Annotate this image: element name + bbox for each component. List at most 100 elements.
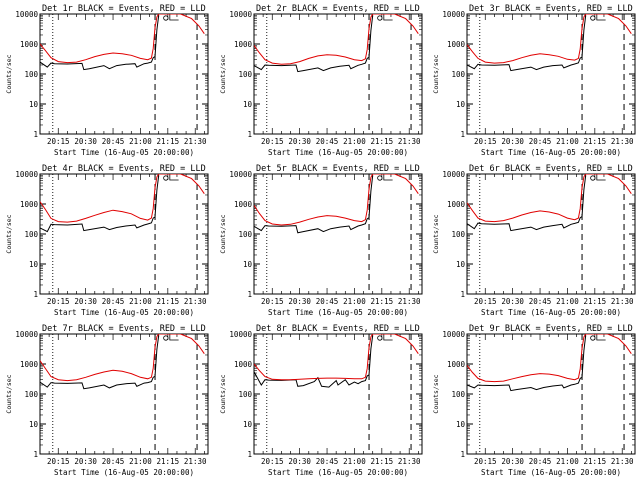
plot-frame	[253, 333, 423, 455]
x-tick-label: 21:30	[184, 297, 207, 306]
x-axis-label: Start Time (16-Aug-05 20:00:00)	[268, 308, 408, 317]
gap-start-marker	[377, 175, 383, 181]
panel-title: Det 8r BLACK = Events, RED = LLD	[256, 324, 420, 334]
plot-frame	[253, 13, 423, 135]
y-tick-label: 1	[247, 450, 252, 459]
y-tick-label: 1	[33, 290, 38, 299]
x-tick-label: 21:30	[398, 457, 421, 466]
y-tick-label: 10000	[442, 170, 465, 179]
gap-start-marker	[163, 335, 169, 341]
x-tick-label: 21:30	[611, 457, 634, 466]
y-tick-label: 100	[238, 390, 252, 399]
y-tick-label: 10	[456, 260, 466, 269]
events-series-line	[254, 175, 374, 234]
x-tick-label: 21:00	[129, 137, 152, 146]
x-tick-label: 21:00	[556, 297, 579, 306]
y-axis-label: Counts/sec	[219, 214, 227, 253]
x-tick-label: 20:45	[529, 137, 552, 146]
lld-series-line	[254, 174, 419, 226]
x-tick-label: 20:30	[74, 297, 97, 306]
y-tick-label: 10	[243, 260, 253, 269]
y-tick-label: 10000	[15, 10, 38, 19]
y-tick-label: 10	[243, 420, 253, 429]
y-tick-label: 100	[451, 230, 465, 239]
x-tick-label: 20:15	[474, 297, 497, 306]
panel-title: Det 7r BLACK = Events, RED = LLD	[42, 324, 206, 334]
x-tick-label: 20:30	[501, 457, 524, 466]
panel-title: Det 1r BLACK = Events, RED = LLD	[42, 4, 206, 14]
x-tick-label: 20:15	[261, 297, 284, 306]
x-tick-label: 21:30	[398, 137, 421, 146]
detector-panel: Det 1r BLACK = Events, RED = LLD Counts/s…	[5, 4, 209, 157]
gap-bracket	[596, 174, 606, 181]
x-tick-label: 21:15	[157, 137, 180, 146]
detector-panel: Det 3r BLACK = Events, RED = LLD Counts/s…	[432, 4, 636, 157]
gap-bracket	[596, 334, 606, 341]
x-tick-label: 21:15	[584, 297, 607, 306]
x-tick-label: 21:00	[343, 457, 366, 466]
gap-bracket	[383, 14, 393, 21]
x-tick-label: 20:45	[102, 457, 125, 466]
x-tick-label: 20:45	[316, 297, 339, 306]
x-tick-label: 20:30	[288, 137, 311, 146]
series-group	[40, 334, 205, 390]
detector-panel: Det 6r BLACK = Events, RED = LLD Counts/s…	[432, 164, 636, 317]
x-axis-label: Start Time (16-Aug-05 20:00:00)	[54, 148, 194, 157]
x-tick-label: 21:30	[611, 297, 634, 306]
x-tick-label: 20:30	[501, 137, 524, 146]
x-tick-label: 21:15	[584, 137, 607, 146]
y-axis-label: Counts/sec	[5, 214, 13, 253]
y-tick-label: 10	[243, 100, 253, 109]
panel-title: Det 5r BLACK = Events, RED = LLD	[256, 164, 420, 174]
y-tick-label: 1000	[447, 360, 466, 369]
x-tick-label: 20:45	[102, 297, 125, 306]
plot-frame	[466, 173, 636, 295]
plot-frame	[466, 13, 636, 135]
x-tick-label: 20:30	[288, 297, 311, 306]
y-tick-label: 1000	[20, 200, 39, 209]
y-tick-label: 10000	[15, 330, 38, 339]
gap-start-marker	[590, 175, 596, 181]
plot-frame	[39, 333, 209, 455]
x-axis-label: Start Time (16-Aug-05 20:00:00)	[481, 308, 621, 317]
y-tick-label: 100	[24, 390, 38, 399]
detector-panel: Det 2r BLACK = Events, RED = LLD Counts/s…	[219, 4, 423, 157]
lld-series-line	[467, 174, 632, 223]
y-tick-label: 100	[24, 230, 38, 239]
x-tick-label: 20:15	[47, 297, 70, 306]
y-tick-label: 1000	[234, 200, 253, 209]
events-series-line	[467, 15, 587, 72]
y-axis-label: Counts/sec	[5, 54, 13, 93]
y-tick-label: 10	[456, 100, 466, 109]
plot-frame	[39, 173, 209, 295]
x-tick-label: 20:45	[102, 137, 125, 146]
x-tick-label: 20:15	[474, 137, 497, 146]
y-tick-label: 100	[238, 230, 252, 239]
events-series-line	[254, 15, 374, 73]
x-tick-label: 20:45	[316, 137, 339, 146]
gap-start-marker	[590, 335, 596, 341]
x-axis-label: Start Time (16-Aug-05 20:00:00)	[54, 308, 194, 317]
x-tick-label: 21:30	[398, 297, 421, 306]
x-tick-label: 21:15	[371, 297, 394, 306]
x-tick-label: 21:15	[371, 457, 394, 466]
gap-start-marker	[377, 15, 383, 21]
series-group	[254, 334, 419, 388]
y-axis-label: Counts/sec	[219, 374, 227, 413]
panel-title: Det 3r BLACK = Events, RED = LLD	[469, 4, 633, 14]
events-series-line	[467, 335, 587, 392]
x-tick-label: 20:30	[74, 457, 97, 466]
y-tick-label: 1000	[20, 40, 39, 49]
detector-panel: Det 5r BLACK = Events, RED = LLD Counts/s…	[219, 164, 423, 317]
y-tick-label: 10000	[15, 170, 38, 179]
detector-panel: Det 4r BLACK = Events, RED = LLD Counts/s…	[5, 164, 209, 317]
y-tick-label: 10000	[229, 170, 252, 179]
y-tick-label: 10000	[229, 10, 252, 19]
y-axis-label: Counts/sec	[432, 54, 440, 93]
x-tick-label: 20:45	[529, 457, 552, 466]
y-tick-label: 100	[238, 70, 252, 79]
series-group	[40, 14, 205, 71]
x-tick-label: 21:15	[371, 137, 394, 146]
y-tick-label: 1	[460, 290, 465, 299]
panel-title: Det 2r BLACK = Events, RED = LLD	[256, 4, 420, 14]
